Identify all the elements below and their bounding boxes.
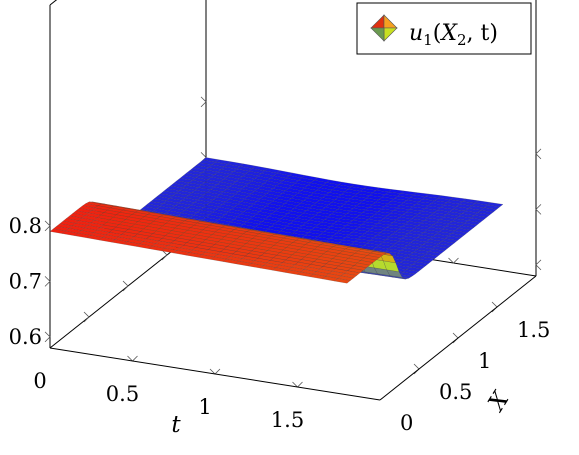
tick-label-t: 0.5 xyxy=(106,382,139,406)
tick-label-z: 0.6 xyxy=(9,325,42,349)
axis-label-t: t xyxy=(171,412,181,438)
legend-swatch-icon xyxy=(370,14,398,42)
tick-label-t: 1.5 xyxy=(271,408,304,432)
legend-entry-label: u1(X2, t) xyxy=(409,21,498,49)
tick-label-z: 0.8 xyxy=(9,214,42,238)
tick-label-t: 1 xyxy=(198,395,211,419)
axis-box-front xyxy=(49,275,537,401)
surface-patch xyxy=(389,275,406,280)
axis-line xyxy=(49,347,381,401)
tick-label-x: 0.5 xyxy=(439,380,472,404)
surface-mesh xyxy=(49,157,504,284)
axis-line xyxy=(379,275,537,401)
tick-label-x: 1 xyxy=(478,349,491,373)
tick-mark xyxy=(535,204,542,215)
surface-patch xyxy=(382,260,400,273)
legend-swatch-patch xyxy=(370,27,385,42)
surface-patch xyxy=(334,278,351,284)
surface-patch xyxy=(415,259,433,265)
tick-label-x: 1.5 xyxy=(517,318,550,342)
tick-mark xyxy=(83,311,90,323)
tick-mark xyxy=(200,96,207,108)
tick-mark xyxy=(44,331,51,343)
tick-mark xyxy=(122,280,129,292)
tick-mark xyxy=(161,249,168,261)
axis-line xyxy=(49,0,58,6)
surface-patch xyxy=(402,269,420,275)
surface-patch xyxy=(421,253,439,259)
tick-mark xyxy=(44,220,51,232)
tick-label-t: 0 xyxy=(33,369,46,393)
surface-patch xyxy=(418,256,436,262)
tick-mark xyxy=(44,276,51,287)
tick-labels: 00.511.5 00.511.50.60.70.8 xyxy=(9,214,551,435)
surface-patch xyxy=(369,251,387,256)
surface-patch xyxy=(408,264,426,270)
surface-patch xyxy=(386,269,403,278)
tick-label-z: 0.7 xyxy=(9,269,42,293)
axis-label-x: X xyxy=(483,386,516,417)
tick-label-x: 0 xyxy=(400,411,413,435)
tick-mark xyxy=(535,259,542,271)
tick-mark xyxy=(448,257,459,264)
legend: u1(X2, t) xyxy=(356,2,532,55)
tick-mark xyxy=(535,148,542,160)
